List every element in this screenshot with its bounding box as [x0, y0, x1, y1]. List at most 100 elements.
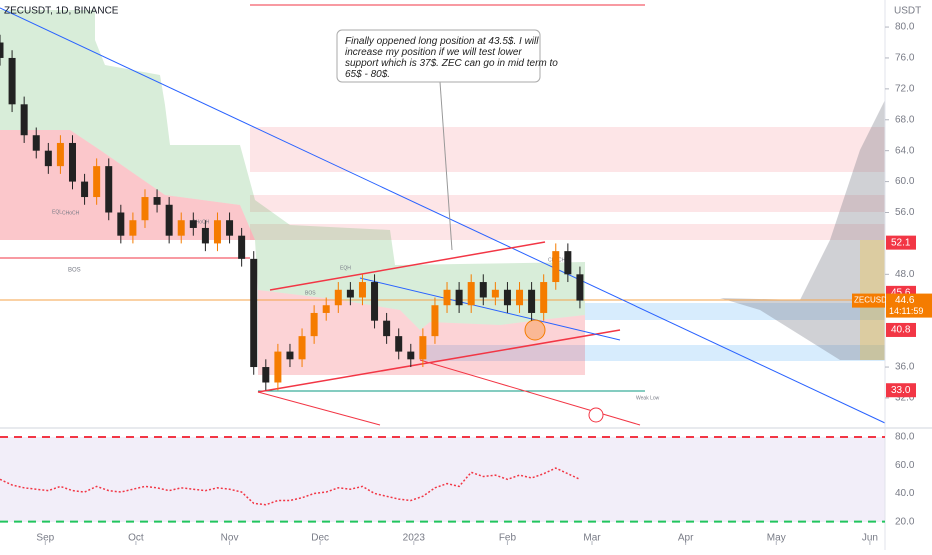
- entry-marker: [524, 319, 546, 341]
- candle-body: [177, 220, 185, 236]
- callout-text: Finally oppened long position at 43.5$. …: [345, 36, 539, 47]
- y-tick-label: 32.0: [895, 393, 915, 404]
- candle-body: [540, 282, 548, 313]
- x-tick-label: Dec: [311, 533, 329, 544]
- candle-body: [20, 104, 28, 136]
- price-badge-label: 52.1: [891, 237, 911, 248]
- candle-body: [334, 289, 342, 306]
- supply-zone: [250, 195, 885, 212]
- candle-body: [93, 166, 101, 198]
- price-badge: [886, 235, 916, 250]
- lines: [0, 4, 886, 426]
- candle-body: [153, 197, 161, 205]
- candle-body: [226, 220, 234, 236]
- callout-box: [336, 29, 541, 83]
- candle-body: [0, 42, 4, 58]
- volume-profile: [720, 100, 885, 360]
- candle-body: [238, 235, 246, 259]
- candle-body: [491, 289, 499, 298]
- rsi-line: [0, 467, 581, 506]
- candle-body: [56, 142, 64, 167]
- structure-label: Weak Low: [636, 395, 660, 401]
- zones: [0, 10, 885, 375]
- candle-body: [32, 135, 40, 151]
- candle-body: [419, 336, 427, 360]
- rsi-tick-label: 80.0: [895, 432, 915, 443]
- candle-body: [250, 258, 258, 368]
- x-tick-label: 2023: [403, 533, 426, 544]
- x-tick-label: Oct: [128, 533, 144, 544]
- y-tick-label: 48.0: [895, 269, 915, 280]
- structure-label: EQH: [340, 265, 351, 271]
- structure-label: BOS: [68, 268, 81, 274]
- candle-body: [528, 289, 536, 313]
- structure-label: CHoCH: [62, 210, 80, 216]
- structure-label: BOS: [305, 290, 316, 296]
- candle-body: [322, 305, 330, 313]
- candle-body: [68, 142, 76, 182]
- callout-text: support which is 37$. ZEC can go in mid …: [345, 58, 558, 69]
- channel-line: [257, 391, 381, 426]
- trend-line: [0, 7, 886, 424]
- candle-body: [129, 220, 137, 236]
- rsi-tick-label: 20.0: [895, 516, 915, 527]
- candle-body: [189, 220, 197, 228]
- candle-body: [141, 197, 149, 221]
- candle-body: [81, 181, 89, 198]
- candle-body: [383, 320, 391, 337]
- candle-body: [407, 351, 415, 360]
- candle-body: [564, 251, 572, 275]
- y-tick-label: 56.0: [895, 207, 915, 218]
- x-tick-label: Nov: [221, 533, 239, 544]
- y-tick-label: 60.0: [895, 176, 915, 187]
- candle-body: [274, 351, 282, 383]
- callout-text: 65$ - 80$.: [345, 69, 390, 80]
- price-badge-label: 33.0: [891, 385, 911, 396]
- event-icon[interactable]: [588, 407, 604, 423]
- x-tick-label: Sep: [36, 533, 54, 544]
- currency-label: USDT: [894, 6, 921, 17]
- callout: Finally oppened long position at 43.5$. …: [336, 29, 558, 251]
- y-tick-label: 80.0: [895, 22, 915, 33]
- supply-zone: [250, 224, 885, 240]
- candle-body: [105, 166, 113, 213]
- price-badge-label: 40.8: [891, 325, 911, 336]
- trend-band-red: [258, 290, 585, 375]
- price-badge: [886, 322, 916, 337]
- channel-line: [269, 241, 546, 291]
- rsi-band: [0, 437, 885, 522]
- y-tick-label: 68.0: [895, 114, 915, 125]
- candle-body: [44, 150, 52, 167]
- x-tick-label: Mar: [583, 533, 601, 544]
- candle-body: [455, 289, 463, 306]
- supply-zone: [250, 127, 885, 172]
- candle-body: [503, 289, 511, 306]
- structure-label: CHoCH: [192, 219, 210, 225]
- candle-body: [467, 282, 475, 306]
- candle-body: [395, 336, 403, 352]
- last-price-label: 44.6: [895, 295, 915, 306]
- y-tick-label: 76.0: [895, 53, 915, 64]
- candle-body: [576, 274, 584, 301]
- channel-line: [257, 329, 621, 393]
- candle-body: [358, 282, 366, 298]
- candle-body: [213, 220, 221, 244]
- x-tick-label: May: [767, 533, 786, 544]
- x-tick-label: Jun: [862, 533, 878, 544]
- symbol-label: ZECUSDT: [854, 296, 892, 305]
- candle-body: [431, 305, 439, 337]
- symbol-badge: [852, 293, 885, 308]
- callout-text: increase my position if we will test low…: [345, 47, 522, 58]
- demand-zone: [585, 303, 885, 320]
- structure-label: EQL: [52, 209, 62, 215]
- candle-body: [479, 282, 487, 298]
- x-tick-label: Apr: [678, 533, 694, 544]
- candle-body: [8, 57, 16, 105]
- rsi-tick-label: 60.0: [895, 460, 915, 471]
- demand-zone: [420, 345, 885, 361]
- candle-body: [117, 212, 125, 236]
- trend-line: [359, 277, 621, 341]
